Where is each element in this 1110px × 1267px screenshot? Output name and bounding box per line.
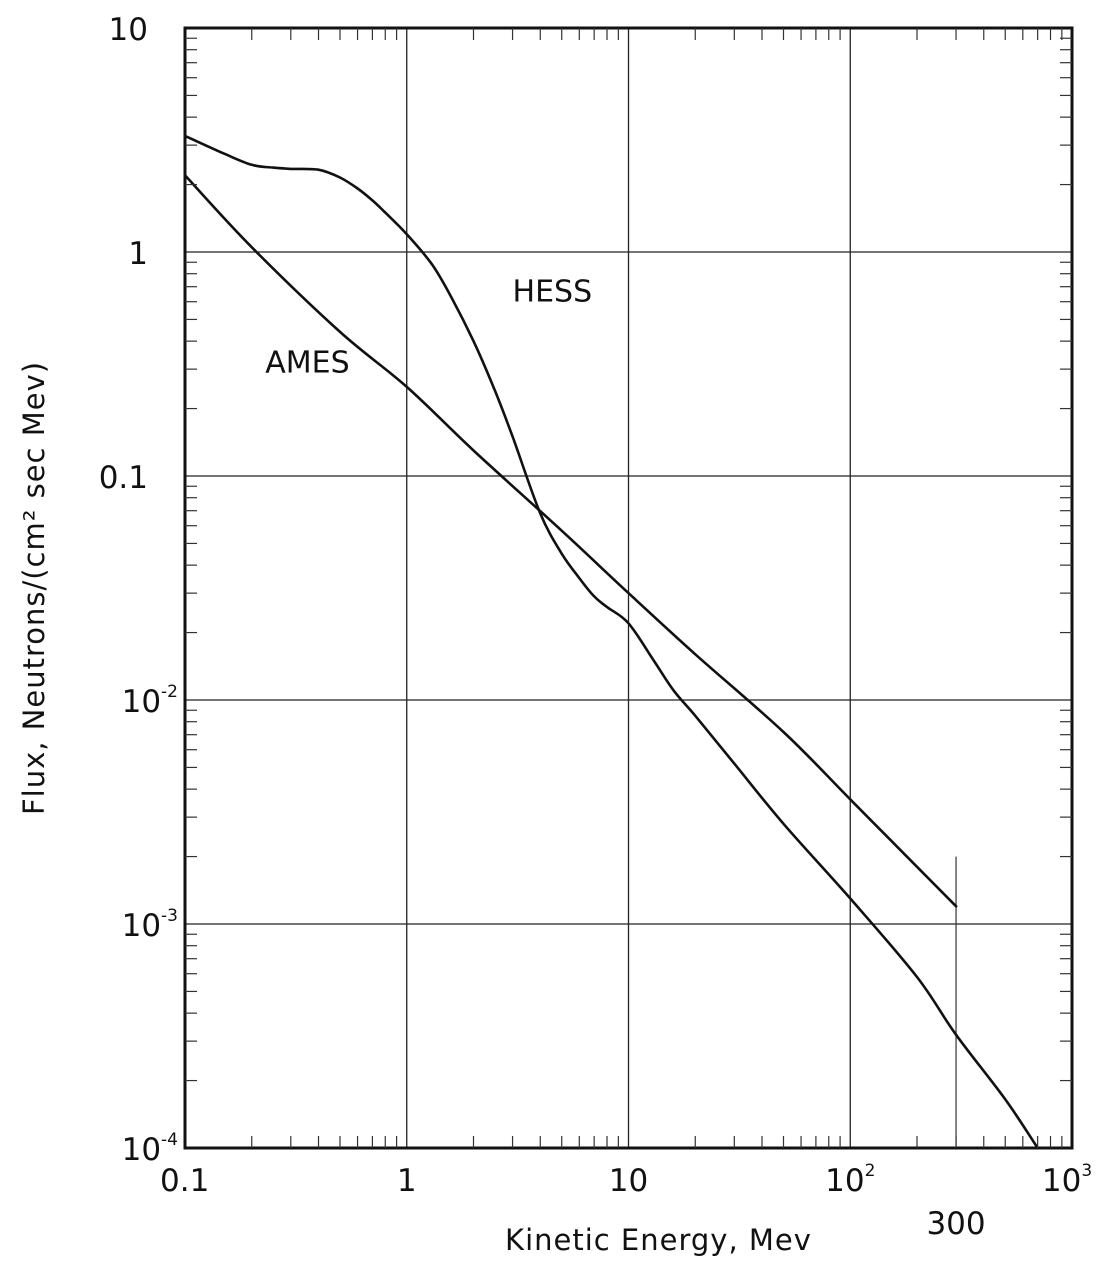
grid-layer [185,28,1072,1148]
x-axis-title: Kinetic Energy, Mev [505,1223,812,1257]
series-label-hess: HESS [513,275,593,310]
y-tick-label: 10 [109,12,148,48]
plot-frame [183,26,1074,1150]
marker-300-label: 300 [926,1206,985,1242]
tick-labels-layer: 0.1 1 10 102 103 10 1 0.1 10-2 10-3 10-4 300 [99,12,1092,1242]
series-layer [183,134,1039,1150]
y-tick-label: 10-2 [122,682,178,720]
series-labels-layer: HESS AMES [265,275,592,381]
y-tick-label: 10-4 [122,1130,178,1168]
series-line-ames [183,174,958,908]
series-line-hess [183,134,1039,1150]
x-tick-label: 1 [397,1163,417,1199]
y-tick-label: 1 [128,236,148,272]
y-axis-title: Flux, Neutrons/(cm² sec Mev) [17,361,51,815]
x-tick-label: 103 [1042,1161,1092,1199]
x-tick-label: 0.1 [160,1163,209,1199]
x-tick-label: 10 [609,1163,648,1199]
series-label-ames: AMES [265,345,349,380]
y-tick-label: 0.1 [99,460,148,496]
tick-marks-layer [185,28,1072,1148]
x-tick-label: 102 [825,1161,875,1199]
y-tick-label: 10-3 [122,906,178,944]
